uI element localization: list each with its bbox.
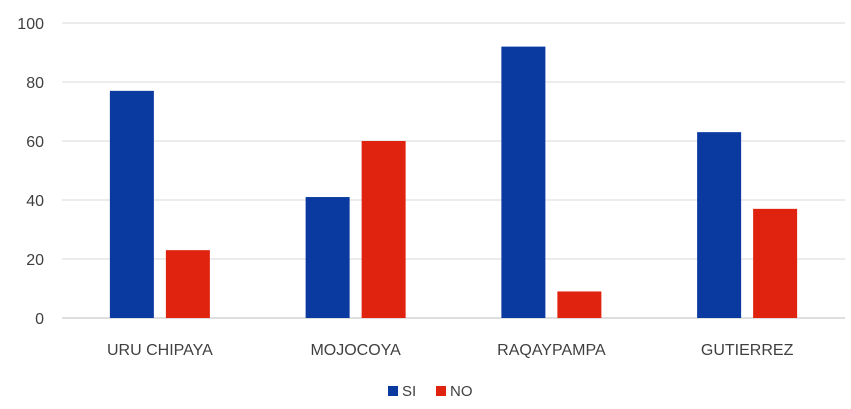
bar-si — [697, 132, 742, 318]
y-tick-label: 100 — [17, 16, 44, 33]
bar-si — [109, 90, 154, 318]
y-tick-label: 0 — [35, 311, 44, 328]
bar-si — [501, 46, 546, 318]
legend-swatch-si — [388, 386, 398, 396]
legend-label-si: SI — [402, 383, 416, 400]
bar-no — [361, 141, 406, 318]
x-category-label: URU CHIPAYA — [107, 342, 213, 359]
legend-swatch-no — [436, 386, 446, 396]
y-tick-label: 20 — [26, 252, 44, 269]
legend-label-no: NO — [450, 383, 473, 400]
x-category-label: RAQAYPAMPA — [497, 342, 606, 359]
x-category-label: MOJOCOYA — [310, 342, 401, 359]
y-tick-label: 40 — [26, 193, 44, 210]
y-tick-label: 60 — [26, 134, 44, 151]
bar-no — [165, 250, 210, 318]
x-category-label: GUTIERREZ — [701, 342, 794, 359]
y-tick-label: 80 — [26, 75, 44, 92]
bar-no — [557, 291, 602, 318]
bar-no — [753, 208, 798, 318]
bar-si — [305, 197, 350, 318]
